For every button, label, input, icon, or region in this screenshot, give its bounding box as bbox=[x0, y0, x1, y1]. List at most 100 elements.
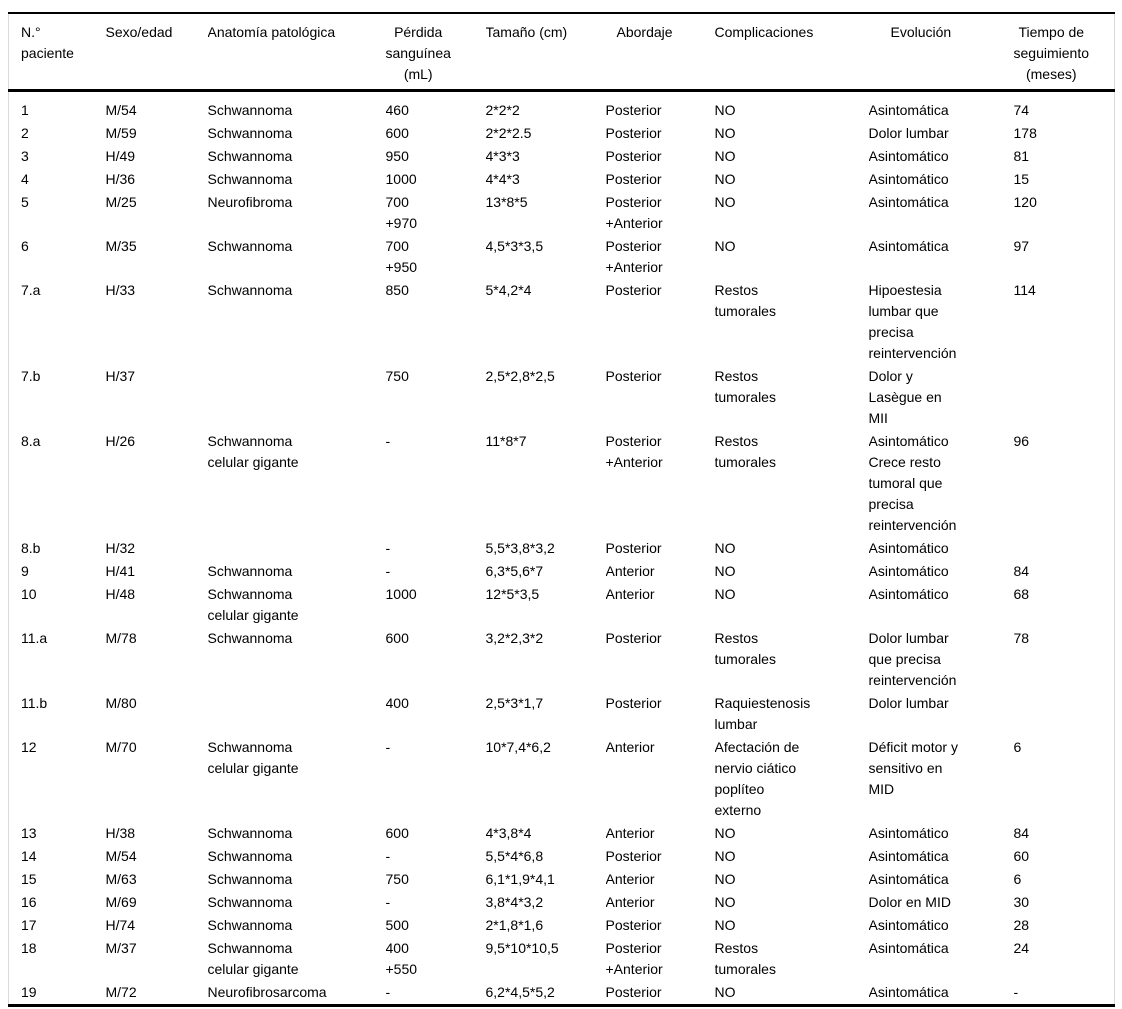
cell-anatomia-patologica: Schwannoma celular gigante bbox=[207, 940, 299, 977]
column-header-perdida-sanguinea: Pérdida sanguínea (mL) bbox=[385, 13, 486, 92]
table-row: 1 M/54 Schwannoma 460 2*2*2 Posterior NO Asinto… bbox=[9, 91, 1115, 123]
cell-sexo-edad: H/26 bbox=[105, 433, 136, 449]
table-row: 11.b M/80 400 2,5*3*1,7 Posterior Raquiesteno… bbox=[9, 692, 1115, 736]
cell-anatomia-patologica bbox=[208, 692, 386, 736]
cell-n-paciente: 1 bbox=[21, 102, 29, 118]
cell-tamano: 9,5*10*10,5 bbox=[485, 940, 559, 956]
cell-perdida-sanguinea: 400 bbox=[385, 695, 409, 711]
column-header-label: Sexo/edad bbox=[105, 24, 173, 40]
cell-anatomia-patologica bbox=[208, 365, 386, 430]
column-header-label: Tamaño (cm) bbox=[485, 24, 568, 40]
column-header-abordaje: Abordaje bbox=[605, 13, 715, 92]
cell-sexo-edad: M/37 bbox=[105, 940, 137, 956]
cell-abordaje: Anterior bbox=[605, 825, 655, 841]
cell-sexo-edad: H/38 bbox=[105, 825, 136, 841]
cell-n-paciente: 4 bbox=[21, 171, 29, 187]
cell-tiempo-seguimiento: 74 bbox=[1013, 102, 1030, 118]
cell-perdida-sanguinea: - bbox=[385, 984, 391, 1000]
cell-evolucion: Hipoestesia lumbar que precisa reinterve… bbox=[868, 282, 957, 361]
cell-sexo-edad: M/35 bbox=[105, 238, 137, 254]
cell-complicaciones: NO bbox=[714, 238, 736, 254]
table-row: 16 M/69 Schwannoma - 3,8*4*3,2 Anterior NO Dolo… bbox=[9, 891, 1115, 914]
cell-anatomia-patologica: Schwannoma bbox=[207, 238, 293, 254]
cell-abordaje: Posterior bbox=[605, 917, 662, 933]
cell-anatomia-patologica: Schwannoma bbox=[207, 630, 293, 646]
cell-sexo-edad: M/72 bbox=[105, 984, 137, 1000]
cell-complicaciones: Restos tumorales bbox=[714, 630, 776, 667]
cell-tiempo-seguimiento: 28 bbox=[1013, 917, 1030, 933]
cell-n-paciente: 5 bbox=[21, 194, 29, 210]
cell-tamano: 3,2*2,3*2 bbox=[485, 630, 544, 646]
table-row: 2 M/59 Schwannoma 600 2*2*2.5 Posterior NO Dolo… bbox=[9, 122, 1115, 145]
cell-sexo-edad: M/59 bbox=[105, 125, 137, 141]
cell-n-paciente: 2 bbox=[21, 125, 29, 141]
cell-n-paciente: 18 bbox=[21, 940, 37, 956]
cell-evolucion: Dolor lumbar bbox=[868, 125, 949, 141]
table-row: 8.a H/26 Schwannoma celular gigante - 11*8*7… bbox=[9, 430, 1115, 537]
cell-sexo-edad: M/63 bbox=[105, 871, 137, 887]
cell-complicaciones: NO bbox=[714, 194, 736, 210]
cell-complicaciones: NO bbox=[714, 984, 736, 1000]
cell-tamano: 6,1*1,9*4,1 bbox=[485, 871, 555, 887]
cell-sexo-edad: M/54 bbox=[105, 848, 137, 864]
cell-perdida-sanguinea: - bbox=[385, 739, 391, 755]
cell-perdida-sanguinea: - bbox=[385, 540, 391, 556]
cell-tiempo-seguimiento: 81 bbox=[1013, 148, 1030, 164]
cell-tiempo-seguimiento bbox=[1014, 692, 1115, 736]
cell-perdida-sanguinea: 1000 bbox=[385, 586, 417, 602]
cell-perdida-sanguinea: 460 bbox=[385, 102, 409, 118]
cell-sexo-edad: H/33 bbox=[105, 282, 136, 298]
column-header-anatomia-patologica: Anatomía patológica bbox=[207, 13, 386, 92]
cell-anatomia-patologica: Schwannoma bbox=[207, 825, 293, 841]
cell-tamano: 3,8*4*3,2 bbox=[485, 894, 544, 910]
table-row: 10 H/48 Schwannoma celular gigante 1000 12*5… bbox=[9, 583, 1115, 627]
cell-evolucion: Déficit motor y sensitivo en MID bbox=[868, 739, 958, 797]
cell-n-paciente: 12 bbox=[21, 739, 37, 755]
column-header-evolucion: Evolución bbox=[868, 13, 1014, 92]
cell-perdida-sanguinea: 600 bbox=[385, 630, 409, 646]
cell-perdida-sanguinea: 950 bbox=[385, 148, 409, 164]
table-row: 12 M/70 Schwannoma celular gigante - 10*7,4*… bbox=[9, 736, 1115, 822]
cell-perdida-sanguinea: - bbox=[385, 848, 391, 864]
cell-sexo-edad: H/36 bbox=[105, 171, 136, 187]
cell-perdida-sanguinea: 700 +950 bbox=[385, 238, 418, 275]
cell-anatomia-patologica: Schwannoma bbox=[207, 563, 293, 579]
cell-anatomia-patologica: Schwannoma bbox=[207, 102, 293, 118]
cell-complicaciones: NO bbox=[714, 871, 736, 887]
cell-tamano: 2*1,8*1,6 bbox=[485, 917, 544, 933]
cell-sexo-edad: M/54 bbox=[105, 102, 137, 118]
table-row: 18 M/37 Schwannoma celular gigante 400 +550… bbox=[9, 937, 1115, 981]
cell-perdida-sanguinea: 850 bbox=[385, 282, 409, 298]
cell-tamano: 6,2*4,5*5,2 bbox=[485, 984, 555, 1000]
cell-n-paciente: 10 bbox=[21, 586, 37, 602]
table-row: 17 H/74 Schwannoma 500 2*1,8*1,6 Posterior NO A… bbox=[9, 914, 1115, 937]
column-header-label: Abordaje bbox=[616, 24, 673, 40]
cell-anatomia-patologica: Schwannoma celular gigante bbox=[207, 586, 299, 623]
cell-n-paciente: 15 bbox=[21, 871, 37, 887]
cell-evolucion: Asintomática bbox=[868, 194, 949, 210]
cell-anatomia-patologica: Schwannoma bbox=[207, 125, 293, 141]
cell-n-paciente: 7.b bbox=[21, 368, 41, 384]
cell-abordaje: Anterior bbox=[605, 894, 655, 910]
cell-abordaje: Posterior bbox=[605, 848, 662, 864]
cell-n-paciente: 19 bbox=[21, 984, 37, 1000]
table-row: 6 M/35 Schwannoma 700 +950 4,5*3*3,5 Posterio… bbox=[9, 235, 1115, 279]
cell-evolucion: Asintomático bbox=[868, 586, 949, 602]
cell-tiempo-seguimiento: 15 bbox=[1013, 171, 1030, 187]
cell-perdida-sanguinea: - bbox=[385, 894, 391, 910]
table-row: 19 M/72 Neurofibrosarcoma - 6,2*4,5*5,2 Poste… bbox=[9, 981, 1115, 1006]
cell-tiempo-seguimiento: 6 bbox=[1013, 871, 1022, 887]
cell-tiempo-seguimiento: 84 bbox=[1013, 825, 1030, 841]
cell-evolucion: Asintomático bbox=[868, 148, 949, 164]
table-row: 7.a H/33 Schwannoma 850 5*4,2*4 Posterior Rest… bbox=[9, 279, 1115, 365]
cell-complicaciones: Raquiestenosis lumbar bbox=[714, 695, 811, 732]
table-row: 5 M/25 Neurofibroma 700 +970 13*8*5 Posterior… bbox=[9, 191, 1115, 235]
table-body: 1 M/54 Schwannoma 460 2*2*2 Posterior NO Asinto… bbox=[9, 91, 1115, 1006]
table-row: 11.a M/78 Schwannoma 600 3,2*2,3*2 Posterior R… bbox=[9, 627, 1115, 692]
cell-perdida-sanguinea: 400 +550 bbox=[385, 940, 418, 977]
cell-complicaciones: NO bbox=[714, 848, 736, 864]
cell-sexo-edad: M/69 bbox=[105, 894, 137, 910]
table-row: 13 H/38 Schwannoma 600 4*3,8*4 Anterior NO Asin… bbox=[9, 822, 1115, 845]
cell-abordaje: Posterior +Anterior bbox=[605, 238, 663, 275]
cell-n-paciente: 11.a bbox=[21, 630, 48, 646]
